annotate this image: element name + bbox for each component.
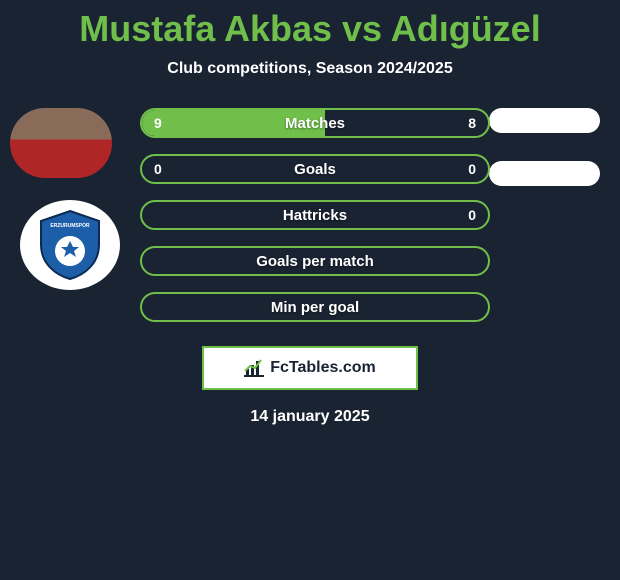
brand-link[interactable]: FcTables.com (202, 346, 418, 390)
page-title: Mustafa Akbas vs Adıgüzel (0, 8, 620, 50)
bar-row-matches: 9Matches8 (140, 108, 490, 138)
brand-text: FcTables.com (270, 359, 376, 377)
bar-row-goals: 0Goals0 (140, 154, 490, 184)
bar-row-min-per-goal: Min per goal (140, 292, 490, 322)
club-avatar: ERZURUMSPOR (20, 200, 120, 290)
footer: FcTables.com 14 january 2025 (0, 346, 620, 426)
bar-label: Hattricks (142, 207, 488, 224)
comparison-bars: 9Matches80Goals0Hattricks0Goals per matc… (140, 108, 490, 338)
pill-1 (489, 108, 600, 133)
avatars-column: ERZURUMSPOR (10, 108, 120, 290)
stats-area: ERZURUMSPOR 9Matches80Goals0Hattricks0Go… (0, 100, 620, 340)
bar-label: Matches (142, 115, 488, 132)
date-label: 14 january 2025 (0, 408, 620, 426)
club-shield-icon: ERZURUMSPOR (37, 209, 103, 281)
root: Mustafa Akbas vs Adıgüzel Club competiti… (0, 0, 620, 426)
bar-label: Goals per match (142, 253, 488, 270)
bar-label: Min per goal (142, 299, 488, 316)
bar-value-right: 0 (468, 207, 476, 223)
bar-value-right: 8 (468, 115, 476, 131)
page-subtitle: Club competitions, Season 2024/2025 (0, 60, 620, 78)
bar-value-right: 0 (468, 161, 476, 177)
bar-row-hattricks: Hattricks0 (140, 200, 490, 230)
right-pills (489, 108, 600, 214)
pill-2 (489, 161, 600, 186)
player-avatar (10, 108, 112, 178)
bar-row-goals-per-match: Goals per match (140, 246, 490, 276)
chart-icon (244, 359, 264, 377)
svg-text:ERZURUMSPOR: ERZURUMSPOR (50, 223, 90, 229)
bar-label: Goals (142, 161, 488, 178)
